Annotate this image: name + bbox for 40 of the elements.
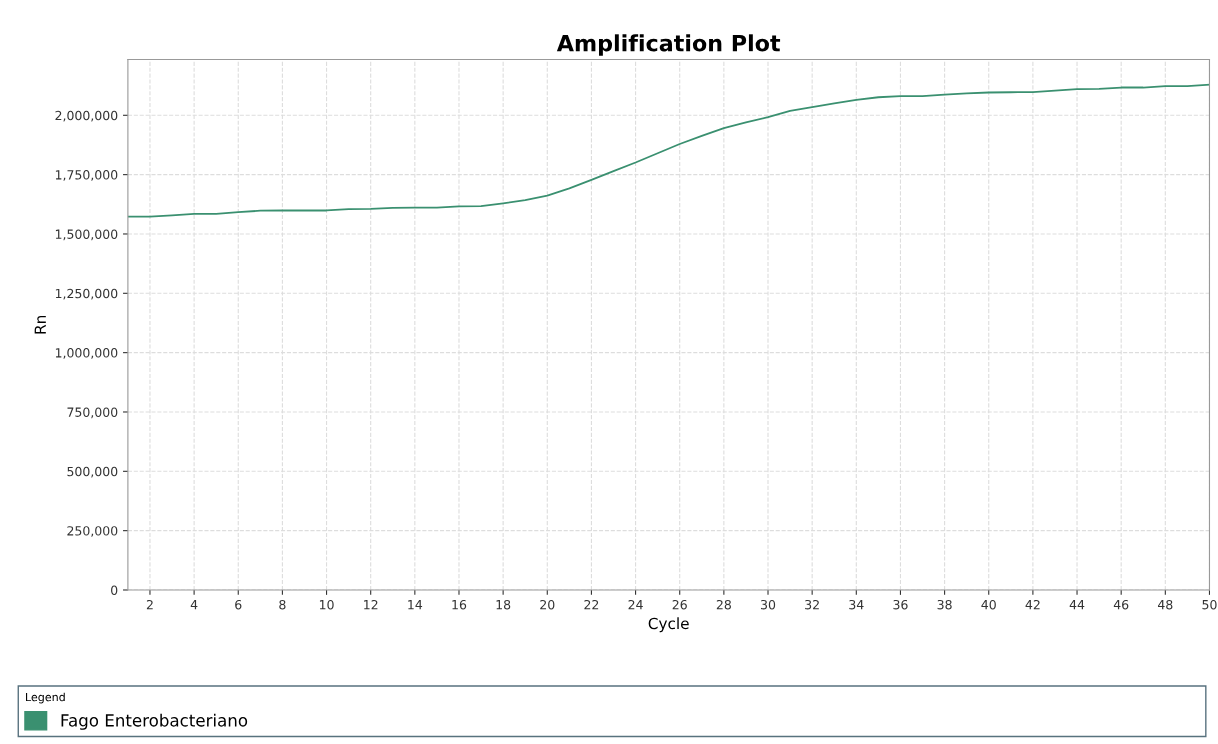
x-tick-label: 14 xyxy=(408,600,423,610)
x-tick-label: 28 xyxy=(716,599,731,610)
y-tick-label: 500,000 xyxy=(67,466,118,478)
x-tick-label: 42 xyxy=(1025,599,1040,610)
x-tick-label: 16 xyxy=(452,599,467,610)
x-tick-label: 12 xyxy=(364,599,378,610)
x-tick-label: 10 xyxy=(319,599,334,610)
line-series xyxy=(127,83,1210,218)
y-tick-label: 750,000 xyxy=(67,407,118,419)
x-tick-label: 34 xyxy=(849,599,864,610)
x-tick-label: 4 xyxy=(190,600,198,610)
x-tick-label: 6 xyxy=(235,599,242,610)
x-tick-label: 40 xyxy=(981,599,996,610)
x-tick-label: 48 xyxy=(1157,599,1173,610)
x-tick-label: 20 xyxy=(540,599,555,610)
y-tick-label: 250,000 xyxy=(67,526,118,537)
y-tick-label: 1,750,000 xyxy=(55,170,118,181)
x-tick-label: 18 xyxy=(496,599,511,610)
x-tick-label: 24 xyxy=(628,599,643,610)
legend-title: Legend xyxy=(26,692,65,704)
y-axis-title: Rn xyxy=(34,315,46,334)
x-tick-label: 44 xyxy=(1069,600,1085,610)
x-tick-label: 2 xyxy=(146,599,153,610)
y-tick-label: 1,500,000 xyxy=(55,229,118,241)
x-tick-label: 36 xyxy=(893,599,908,610)
legend-label: Fago Enterobacteriano xyxy=(61,713,248,730)
x-tick-label: 50 xyxy=(1202,599,1217,610)
x-tick-label: 26 xyxy=(672,599,687,610)
x-axis-title: Cycle xyxy=(648,617,689,633)
y-tick-label: 1,000,000 xyxy=(55,348,118,359)
chart-title: Amplification Plot xyxy=(556,34,781,56)
y-tick-label: 1,250,000 xyxy=(55,288,118,300)
x-tick-label: 32 xyxy=(805,599,819,610)
x-tick-label: 38 xyxy=(937,599,952,610)
y-tick-label: 2,000,000 xyxy=(55,110,118,122)
x-tick-label: 22 xyxy=(584,599,599,610)
x-tick-label: 46 xyxy=(1113,599,1129,610)
x-tick-label: 8 xyxy=(279,599,286,610)
y-tick-label: 0 xyxy=(111,585,118,595)
x-tick-label: 30 xyxy=(761,599,776,610)
